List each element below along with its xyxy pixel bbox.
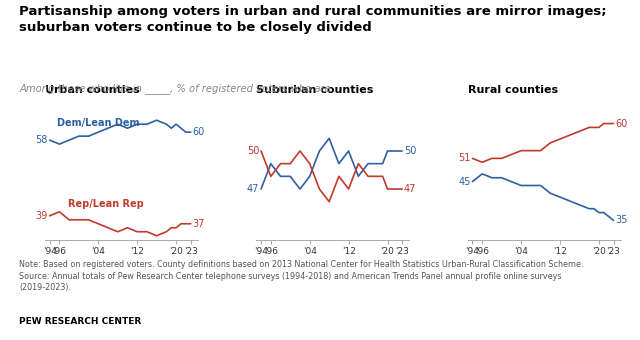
Text: Rep/Lean Rep: Rep/Lean Rep [68,199,144,209]
Text: Suburban counties: Suburban counties [256,85,374,95]
Text: 35: 35 [616,215,628,225]
Text: 51: 51 [458,153,470,164]
Text: Among those who live in _____, % of registered voters who are ...: Among those who live in _____, % of regi… [19,83,344,94]
Text: 39: 39 [35,211,48,221]
Text: 37: 37 [193,219,205,229]
Text: Urban counties: Urban counties [45,85,140,95]
Text: 50: 50 [404,146,417,156]
Text: 58: 58 [35,135,48,145]
Text: Partisanship among voters in urban and rural communities are mirror images;
subu: Partisanship among voters in urban and r… [19,5,607,34]
Text: 60: 60 [193,127,205,137]
Text: 60: 60 [616,119,628,129]
Text: 50: 50 [247,146,259,156]
Text: Dem/Lean Dem: Dem/Lean Dem [57,118,140,129]
Text: 45: 45 [458,176,470,187]
Text: Rural counties: Rural counties [468,85,557,95]
Text: PEW RESEARCH CENTER: PEW RESEARCH CENTER [19,317,141,326]
Text: 47: 47 [404,184,417,194]
Text: 47: 47 [247,184,259,194]
Text: Note: Based on registered voters. County definitions based on 2013 National Cent: Note: Based on registered voters. County… [19,260,584,292]
